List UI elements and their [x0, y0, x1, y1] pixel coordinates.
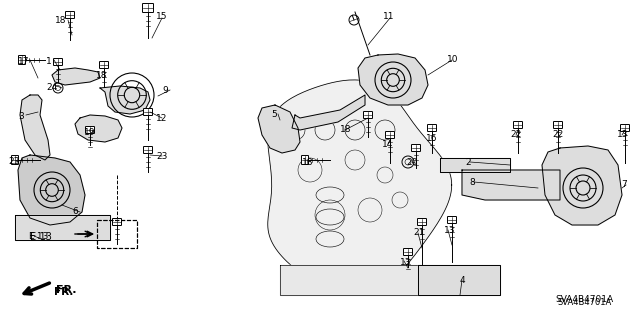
Text: 20: 20 [406, 158, 417, 167]
FancyBboxPatch shape [554, 122, 563, 129]
FancyBboxPatch shape [65, 11, 74, 19]
Bar [97, 220, 137, 248]
Text: SVA4B4701A: SVA4B4701A [555, 295, 613, 304]
Polygon shape [280, 265, 420, 295]
Text: 3: 3 [18, 112, 24, 121]
Text: 14: 14 [382, 140, 394, 149]
FancyBboxPatch shape [385, 131, 394, 138]
FancyBboxPatch shape [99, 62, 109, 69]
Text: E-13: E-13 [30, 232, 52, 242]
Polygon shape [18, 155, 85, 225]
Text: 11: 11 [383, 12, 394, 21]
Text: SVA4B4701A: SVA4B4701A [557, 298, 611, 307]
Text: 17: 17 [18, 57, 29, 66]
Text: 18: 18 [96, 71, 108, 80]
Text: FR.: FR. [54, 287, 74, 297]
Polygon shape [20, 95, 50, 160]
Text: 12: 12 [156, 114, 168, 123]
Polygon shape [75, 115, 122, 142]
Polygon shape [418, 265, 500, 295]
Text: 18: 18 [302, 158, 314, 167]
Text: 9: 9 [162, 86, 168, 95]
FancyBboxPatch shape [143, 108, 152, 115]
Polygon shape [258, 105, 300, 153]
FancyBboxPatch shape [447, 217, 456, 224]
FancyBboxPatch shape [403, 249, 413, 256]
Text: 7: 7 [621, 180, 627, 189]
Text: 21: 21 [413, 228, 424, 237]
FancyBboxPatch shape [417, 219, 426, 226]
Text: 13: 13 [400, 258, 412, 267]
Polygon shape [292, 95, 365, 130]
Text: 19: 19 [84, 128, 95, 137]
Text: FR.: FR. [56, 285, 77, 295]
Text: 13: 13 [444, 226, 456, 235]
Text: 22: 22 [552, 130, 563, 139]
Text: 23: 23 [156, 152, 168, 161]
Text: 16: 16 [426, 134, 438, 143]
Bar [97, 220, 137, 248]
Text: 22: 22 [510, 130, 521, 139]
Text: 5: 5 [271, 110, 276, 119]
Polygon shape [100, 86, 150, 114]
Text: 13: 13 [617, 130, 628, 139]
Polygon shape [358, 54, 428, 105]
Text: 23: 23 [8, 157, 19, 166]
Text: 18: 18 [340, 125, 351, 134]
FancyBboxPatch shape [412, 145, 420, 152]
FancyBboxPatch shape [86, 127, 95, 133]
FancyBboxPatch shape [143, 4, 154, 12]
Polygon shape [542, 146, 622, 225]
Text: 2: 2 [465, 158, 470, 167]
Text: E-13: E-13 [28, 232, 49, 241]
FancyBboxPatch shape [12, 155, 19, 165]
Polygon shape [52, 68, 100, 85]
Polygon shape [462, 170, 560, 200]
Text: 6: 6 [72, 207, 77, 216]
Text: 18: 18 [55, 16, 67, 25]
FancyBboxPatch shape [54, 58, 63, 65]
FancyBboxPatch shape [513, 122, 522, 129]
Text: 15: 15 [156, 12, 168, 21]
Text: 10: 10 [447, 55, 458, 64]
FancyBboxPatch shape [143, 146, 152, 153]
Text: 24: 24 [46, 83, 57, 92]
FancyBboxPatch shape [113, 219, 122, 226]
FancyBboxPatch shape [19, 56, 26, 64]
FancyBboxPatch shape [428, 124, 436, 131]
FancyBboxPatch shape [301, 155, 308, 165]
Text: 1: 1 [46, 57, 52, 66]
Text: 8: 8 [469, 178, 475, 187]
Polygon shape [268, 80, 452, 290]
Polygon shape [440, 158, 510, 172]
Text: 4: 4 [460, 276, 466, 285]
Polygon shape [15, 215, 110, 240]
FancyBboxPatch shape [364, 112, 372, 118]
FancyBboxPatch shape [621, 124, 630, 131]
